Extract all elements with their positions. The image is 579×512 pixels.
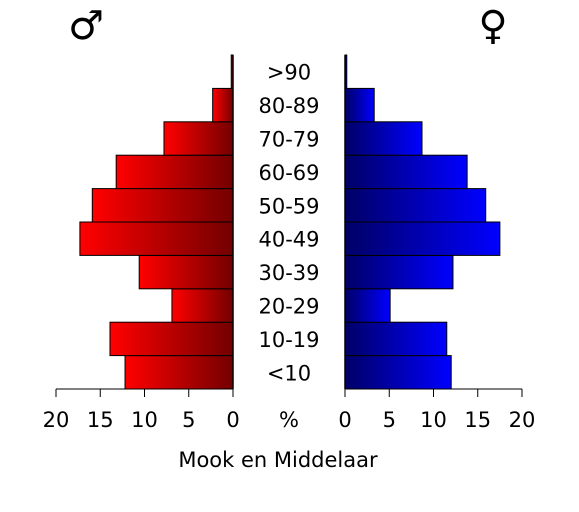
legend-symbol: ♀ [478,3,507,49]
category-label: 60-69 [258,161,319,185]
bar [344,188,487,223]
bar [79,221,234,256]
bar [91,188,234,223]
bar [344,254,454,290]
category-label: 40-49 [258,228,319,252]
bar [344,321,448,357]
x-tick-label: 15 [464,408,491,432]
category-label: 70-79 [258,128,319,152]
bar [115,154,234,190]
x-tick-label: 20 [509,408,536,432]
category-label: 20-29 [258,295,319,319]
category-label: <10 [267,361,311,385]
bar [344,87,375,123]
category-label: 30-39 [258,261,319,285]
x-tick-label: 10 [131,408,158,432]
x-tick-label: 0 [338,408,351,432]
category-label: 80-89 [258,94,319,118]
bar [212,87,234,123]
bar [163,121,234,156]
bar [171,288,234,323]
bar [344,355,452,390]
x-axis-label: Mook en Middelaar [178,448,378,472]
x-tick-label: 0 [226,408,239,432]
bar [138,254,234,290]
bar [344,288,391,323]
bar [124,355,234,390]
center-label: % [279,408,299,432]
x-tick-label: 10 [420,408,447,432]
bar [344,221,501,256]
category-label: 10-19 [258,328,319,352]
category-label: >90 [267,61,311,85]
x-tick-label: 20 [43,408,70,432]
bar [344,154,468,190]
category-label: 50-59 [258,194,319,218]
x-tick-label: 5 [383,408,396,432]
bar [109,321,234,357]
x-tick-label: 5 [182,408,195,432]
legend-symbol: ♂ [68,3,104,49]
x-tick-label: 15 [87,408,114,432]
bar [344,121,423,156]
